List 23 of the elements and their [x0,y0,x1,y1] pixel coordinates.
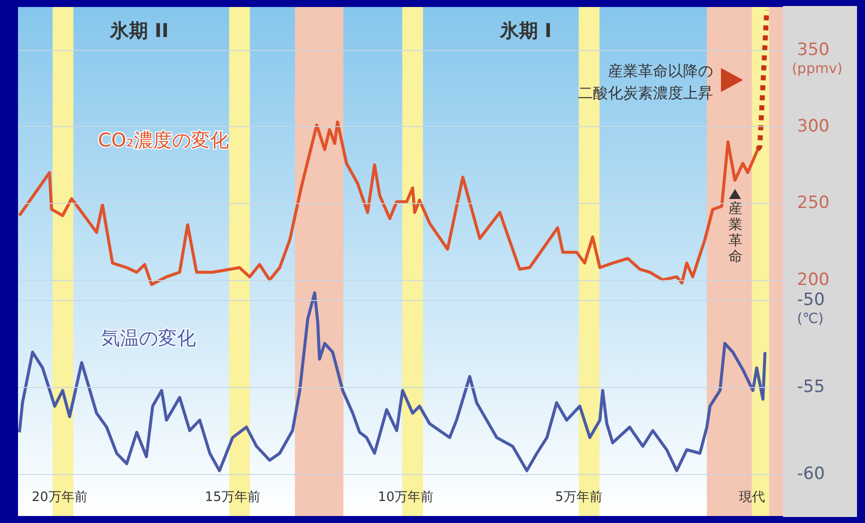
annotation: 産業革命 [728,200,742,265]
series-label: 気温の変化 [101,328,196,350]
x-tick-label: 15万年前 [204,490,260,505]
y2-tick-label: -55 [797,377,825,398]
y2-tick-label: -50 [797,290,825,310]
annotation: 氷期 II [109,20,169,42]
text: CO₂濃度の変化 [98,130,229,152]
y-tick-label: 350 [797,40,830,60]
annotation: 二酸化炭素濃度上昇 [578,84,713,102]
x-tick-label: 20万年前 [32,490,88,505]
line-series [18,291,766,472]
y-tick-label: 300 [797,116,830,137]
y2-axis-title: (℃) [797,310,824,327]
x-tick-label: 現代 [738,490,765,505]
y-tick-label: 200 [797,270,830,290]
y-axis-title: (ppmv) [792,60,842,77]
y2-tick-label: -60 [797,464,825,484]
x-tick-label: 10万年前 [378,490,434,505]
annotation: 産業革命以降の [608,62,713,80]
annotation: 氷期 I [499,20,552,42]
line-series [18,120,760,286]
y-tick-label: 250 [797,193,830,214]
x-tick-label: 5万年前 [555,490,602,505]
